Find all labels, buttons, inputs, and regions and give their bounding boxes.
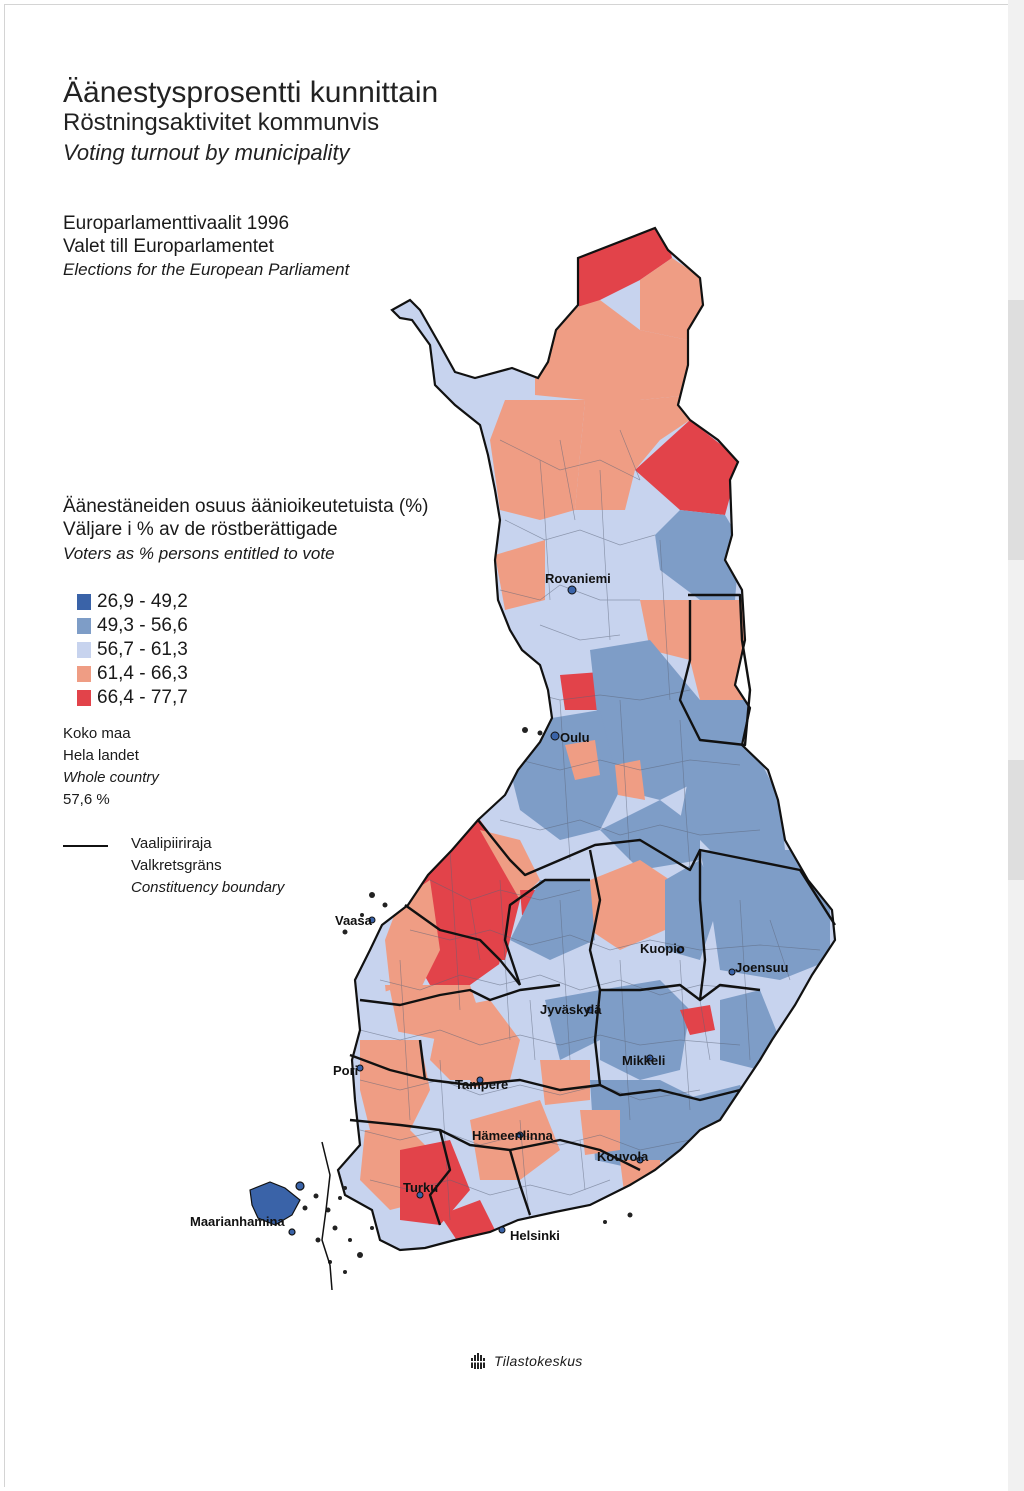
subtitle-en: Elections for the European Parliament — [63, 260, 350, 279]
subtitle-sv: Valet till Europarlamentet — [63, 236, 274, 257]
legend-class-5: 66,4 - 77,7 — [77, 686, 188, 710]
scan-edge — [1008, 0, 1024, 1491]
page-frame — [4, 4, 1019, 1487]
boundary-legend-text: Vaalipiiriraja Valkretsgräns Constituenc… — [131, 833, 284, 899]
city-mikkeli: Mikkeli — [622, 1053, 665, 1068]
boundary-legend-fi: Vaalipiiriraja — [131, 835, 212, 852]
legend-classes: 26,9 - 49,2 49,3 - 56,6 56,7 - 61,3 61,4… — [77, 590, 188, 710]
legend-class-label: 61,4 - 66,3 — [97, 663, 188, 684]
whole-country-en: Whole country — [63, 769, 159, 786]
city-turku: Turku — [403, 1180, 438, 1195]
legend-swatch — [77, 594, 91, 610]
legend-swatch — [77, 642, 91, 658]
legend-class-label: 66,4 - 77,7 — [97, 687, 188, 708]
city-tampere: Tampere — [455, 1077, 508, 1092]
legend-class-label: 26,9 - 49,2 — [97, 591, 188, 612]
legend-swatch — [77, 690, 91, 706]
title-block: Äänestysprosentti kunnittain Röstningsak… — [63, 76, 438, 169]
title-fi: Äänestysprosentti kunnittain — [63, 76, 439, 109]
whole-country-value: 57,6 % — [63, 791, 110, 808]
city-oulu: Oulu — [560, 730, 590, 745]
title-sv: Röstningsaktivitet kommunvis — [63, 109, 380, 136]
tilastokeskus-logo-icon — [470, 1353, 486, 1369]
legend-class-label: 56,7 - 61,3 — [97, 639, 188, 660]
city-kuopio: Kuopio — [640, 941, 685, 956]
legend-swatch — [77, 666, 91, 682]
legend-heading: Äänestäneiden osuus äänioikeutetuista (%… — [63, 495, 428, 566]
boundary-line-sample — [63, 845, 108, 847]
legend-class-3: 56,7 - 61,3 — [77, 638, 188, 662]
whole-country-sv: Hela landet — [63, 747, 139, 764]
publisher-name: Tilastokeskus — [494, 1353, 583, 1369]
whole-country-block: Koko maa Hela landet Whole country 57,6 … — [63, 723, 159, 811]
publisher-logo: Tilastokeskus — [470, 1352, 583, 1370]
city-jyvaskyla: Jyväskylä — [540, 1002, 602, 1017]
title-en: Voting turnout by municipality — [63, 140, 350, 165]
legend-heading-fi: Äänestäneiden osuus äänioikeutetuista (%… — [63, 496, 429, 517]
city-rovaniemi: Rovaniemi — [545, 571, 611, 586]
boundary-legend-en: Constituency boundary — [131, 879, 285, 896]
legend-class-2: 49,3 - 56,6 — [77, 614, 188, 638]
whole-country-fi: Koko maa — [63, 725, 131, 742]
legend-swatch — [77, 618, 91, 634]
legend-class-4: 61,4 - 66,3 — [77, 662, 188, 686]
legend-heading-sv: Väljare i % av de röstberättigade — [63, 519, 338, 540]
city-joensuu: Joensuu — [735, 960, 789, 975]
legend-heading-en: Voters as % persons entitled to vote — [63, 544, 335, 563]
city-helsinki: Helsinki — [510, 1228, 560, 1243]
legend-class-1: 26,9 - 49,2 — [77, 590, 188, 614]
boundary-legend-sv: Valkretsgräns — [131, 857, 222, 874]
city-vaasa: Vaasa — [335, 913, 373, 928]
city-kouvola: Kouvola — [597, 1149, 649, 1164]
subtitle-fi: Europarlamenttivaalit 1996 — [63, 213, 290, 234]
legend-class-label: 49,3 - 56,6 — [97, 615, 188, 636]
subtitle-block: Europarlamenttivaalit 1996 Valet till Eu… — [63, 212, 349, 282]
city-pori: Pori — [333, 1063, 358, 1078]
city-hameenlinna: Hämeenlinna — [472, 1128, 554, 1143]
city-maarianhamina: Maarianhamina — [190, 1214, 285, 1229]
